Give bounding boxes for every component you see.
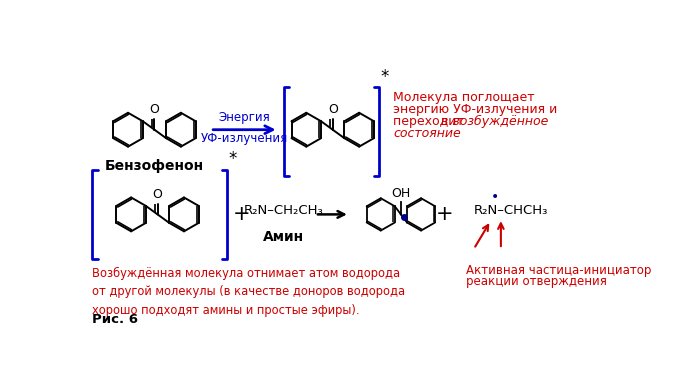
Text: •: • bbox=[491, 190, 500, 204]
Text: O: O bbox=[150, 103, 159, 116]
Text: Молекула поглощает: Молекула поглощает bbox=[393, 91, 535, 104]
Text: реакции отверждения: реакции отверждения bbox=[466, 275, 607, 288]
Text: R₂N–CH₂CH₃: R₂N–CH₂CH₃ bbox=[244, 204, 324, 217]
Text: УФ-излучения: УФ-излучения bbox=[201, 132, 288, 145]
Text: OH: OH bbox=[391, 187, 411, 200]
Text: Рис. 6: Рис. 6 bbox=[92, 313, 139, 326]
Text: Амин: Амин bbox=[264, 230, 304, 244]
Text: Бензофенон: Бензофенон bbox=[105, 159, 204, 173]
Text: Активная частица-инициатор: Активная частица-инициатор bbox=[466, 264, 651, 278]
Text: состояние: состояние bbox=[393, 127, 461, 140]
Text: O: O bbox=[328, 103, 337, 116]
Text: в возбуждённое: в возбуждённое bbox=[441, 115, 549, 128]
Text: Возбуждённая молекула отнимает атом водорода
от другой молекулы (в качестве доно: Возбуждённая молекула отнимает атом водо… bbox=[92, 267, 406, 317]
Text: Энергия: Энергия bbox=[219, 111, 270, 124]
Text: O: O bbox=[152, 188, 162, 201]
Text: R₂N–CHCH₃: R₂N–CHCH₃ bbox=[474, 204, 548, 217]
Text: *: * bbox=[381, 68, 389, 86]
Text: *: * bbox=[229, 150, 237, 168]
Text: переходит: переходит bbox=[393, 115, 468, 128]
Text: +: + bbox=[233, 204, 250, 224]
Text: +: + bbox=[435, 204, 453, 224]
Text: энергию УФ-излучения и: энергию УФ-излучения и bbox=[393, 103, 558, 116]
